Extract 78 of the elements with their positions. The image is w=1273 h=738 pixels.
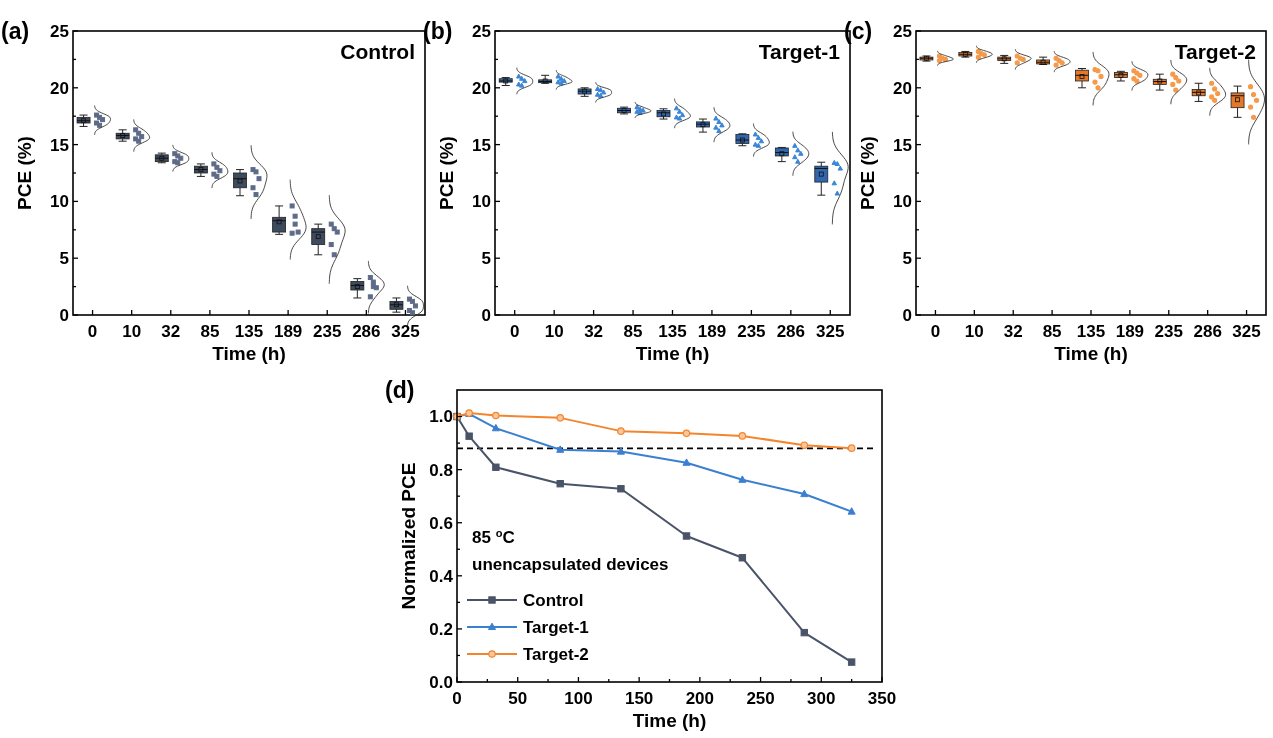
x-tick-label: 235 [737, 322, 766, 341]
legend-label: Target-1 [523, 617, 589, 637]
x-tick-label: 85 [623, 322, 643, 341]
x-tick-label: 300 [807, 689, 836, 708]
y-tick-label: 25 [472, 21, 491, 41]
x-tick-label: 325 [391, 322, 420, 341]
x-tick-label: 0 [930, 322, 941, 341]
x-tick-label: 135 [658, 322, 687, 341]
y-tick-label: 0 [59, 305, 69, 325]
y-axis-title: PCE (%) [857, 136, 878, 210]
legend-label: Target-2 [523, 644, 589, 664]
y-tick-label: 20 [472, 78, 491, 98]
x-tick-label: 0 [509, 322, 520, 341]
x-tick-label: 189 [1115, 322, 1145, 341]
x-tick-label: 150 [624, 689, 654, 708]
y-axis-title: PCE (%) [14, 136, 35, 210]
x-tick-label: 189 [273, 322, 303, 341]
x-tick-label: 350 [867, 689, 897, 708]
y-tick-label: 15 [472, 135, 491, 155]
x-tick-label: 189 [697, 322, 727, 341]
y-tick-label: 15 [50, 135, 69, 155]
y-axis-title: PCE (%) [436, 136, 457, 210]
x-tick-label: 286 [776, 322, 806, 341]
annotation: Target-1 [758, 40, 841, 63]
y-tick-label: 5 [481, 249, 491, 269]
y-tick-label: 25 [50, 21, 69, 41]
annotation: Target-2 [1174, 40, 1256, 63]
x-tick-label: 325 [1232, 322, 1261, 341]
y-tick-label: 10 [50, 192, 69, 212]
x-tick-label: 32 [584, 322, 604, 341]
annotation: unencapsulated devices [472, 555, 669, 574]
x-tick-label: 0 [87, 322, 98, 341]
x-tick-label: 200 [685, 689, 715, 708]
chart-title: (b) [423, 18, 453, 44]
x-axis-title: Time (h) [1054, 343, 1128, 364]
y-tick-label: 0 [902, 305, 912, 325]
chart-title: (c) [844, 18, 873, 44]
y-tick-label: 20 [893, 78, 912, 98]
x-axis-title: Time (h) [632, 710, 707, 731]
chart-title: (a) [1, 18, 30, 44]
x-tick-label: 235 [313, 322, 342, 341]
legend-label: Control [523, 590, 584, 610]
x-tick-label: 135 [1076, 322, 1106, 341]
x-tick-label: 325 [816, 322, 845, 341]
x-tick-label: 85 [200, 322, 220, 341]
x-tick-label: 10 [964, 322, 984, 341]
x-tick-label: 50 [508, 689, 528, 708]
chart-title: (d) [385, 377, 415, 403]
x-tick-label: 286 [352, 322, 381, 341]
x-tick-label: 32 [1003, 322, 1023, 341]
x-tick-label: 85 [1042, 322, 1062, 341]
y-tick-label: 1.0 [429, 407, 453, 427]
x-tick-label: 235 [1154, 322, 1183, 341]
y-tick-label: 15 [893, 135, 912, 155]
x-tick-label: 32 [161, 322, 181, 341]
y-tick-label: 0.4 [429, 566, 454, 586]
y-tick-label: 25 [893, 21, 912, 41]
x-axis-title: Time (h) [212, 343, 286, 364]
x-tick-label: 286 [1193, 322, 1222, 341]
annotation: Control [340, 40, 415, 63]
y-tick-label: 5 [59, 249, 69, 269]
y-tick-label: 10 [472, 192, 491, 212]
y-tick-label: 0.2 [429, 619, 453, 639]
y-tick-label: 10 [893, 192, 912, 212]
y-tick-label: 5 [902, 249, 912, 269]
x-tick-label: 135 [234, 322, 264, 341]
y-tick-label: 0.6 [429, 513, 453, 533]
y-tick-label: 0.0 [429, 672, 453, 692]
x-axis-title: Time (h) [635, 343, 710, 364]
y-axis-title: Normalized PCE [398, 462, 419, 610]
x-tick-label: 250 [746, 689, 775, 708]
x-tick-label: 100 [564, 689, 593, 708]
x-tick-label: 10 [122, 322, 142, 341]
y-tick-label: 0.8 [429, 460, 453, 480]
x-tick-label: 10 [544, 322, 564, 341]
y-tick-label: 20 [50, 78, 69, 98]
y-tick-label: 0 [481, 305, 491, 325]
annotation: 85 $^{o}$C [472, 527, 515, 547]
